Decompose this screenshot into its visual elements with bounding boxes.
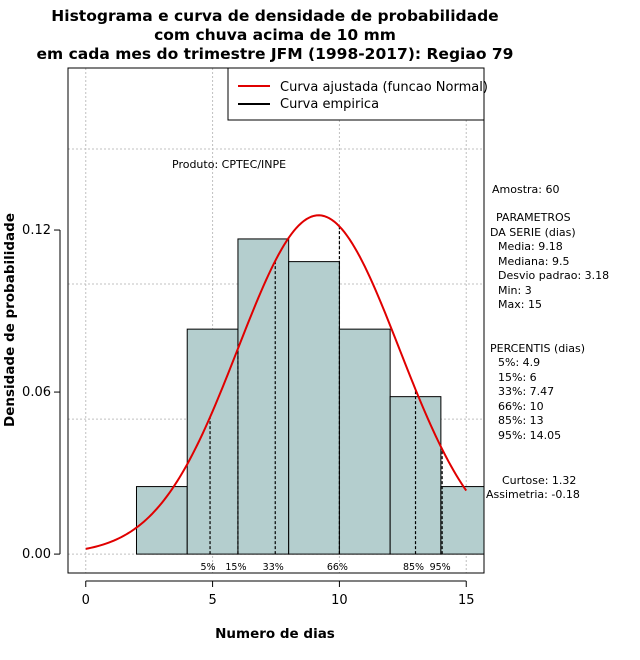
stats-percentil: 5%: 4.9 bbox=[498, 356, 540, 369]
x-axis-title: Numero de dias bbox=[215, 626, 335, 642]
stats-panel: Amostra: 60 PARAMETROS DA SERIE (dias) M… bbox=[486, 183, 609, 501]
percentile-label: 15% bbox=[225, 562, 246, 573]
y-axis-title: Densidade de probabilidade bbox=[2, 213, 18, 427]
histogram-bars bbox=[135, 238, 485, 555]
stats-percentis-header: PERCENTIS (dias) bbox=[490, 342, 585, 355]
y-tick-label: 0.06 bbox=[22, 385, 51, 400]
chart-title-line-1: Histograma e curva de densidade de proba… bbox=[51, 7, 498, 25]
histogram-bar bbox=[186, 328, 239, 555]
histogram-bar bbox=[440, 486, 485, 555]
stats-params-header: DA SERIE (dias) bbox=[490, 226, 576, 239]
stats-param: Max: 15 bbox=[498, 298, 542, 311]
percentile-label: 33% bbox=[263, 562, 284, 573]
percentile-labels: 5% 15% 33% 66% 85% 95% bbox=[201, 562, 451, 573]
stats-param: Desvio padrao: 3.18 bbox=[498, 269, 609, 282]
stats-percentil: 95%: 14.05 bbox=[498, 429, 561, 442]
percentile-lines bbox=[209, 226, 443, 555]
stats-params-header: PARAMETROS bbox=[496, 211, 571, 224]
chart-title-line-2: com chuva acima de 10 mm bbox=[154, 26, 396, 44]
stats-percentil: 33%: 7.47 bbox=[498, 385, 554, 398]
product-label: Produto: CPTEC/INPE bbox=[172, 158, 286, 171]
legend-label-empirical: Curva empirica bbox=[280, 97, 379, 112]
histogram-bar bbox=[389, 396, 442, 555]
y-axis: 0.00 0.06 0.12 bbox=[22, 223, 61, 562]
percentile-label: 5% bbox=[201, 562, 216, 573]
stats-param: Mediana: 9.5 bbox=[498, 255, 569, 268]
chart-title-line-3: em cada mes do trimestre JFM (1998-2017)… bbox=[37, 45, 514, 63]
y-tick-label: 0.00 bbox=[22, 547, 51, 562]
x-tick-label: 0 bbox=[82, 593, 90, 608]
percentile-label: 95% bbox=[430, 562, 451, 573]
normal-curve-line bbox=[85, 214, 468, 550]
x-tick-label: 5 bbox=[208, 593, 216, 608]
stats-kurtosis: Curtose: 1.32 bbox=[502, 474, 576, 487]
stats-param: Media: 9.18 bbox=[498, 240, 563, 253]
normal-curve bbox=[85, 214, 468, 550]
stats-percentil: 85%: 13 bbox=[498, 414, 544, 427]
histogram-bar bbox=[338, 328, 391, 555]
y-tick-label: 0.12 bbox=[22, 223, 51, 238]
x-tick-label: 10 bbox=[331, 593, 348, 608]
stats-percentil: 66%: 10 bbox=[498, 400, 544, 413]
legend-label-normal: Curva ajustada (funcao Normal) bbox=[280, 80, 488, 95]
percentile-label: 66% bbox=[327, 562, 348, 573]
histogram-bar bbox=[237, 238, 290, 555]
legend: Curva ajustada (funcao Normal) Curva emp… bbox=[227, 67, 488, 121]
stats-percentil: 15%: 6 bbox=[498, 371, 537, 384]
percentile-label: 85% bbox=[403, 562, 424, 573]
x-axis: 0 5 10 15 bbox=[82, 580, 475, 608]
stats-sample: Amostra: 60 bbox=[492, 183, 559, 196]
histogram-bar bbox=[288, 261, 340, 555]
x-tick-label: 15 bbox=[458, 593, 475, 608]
legend-box bbox=[227, 67, 485, 121]
stats-skewness: Assimetria: -0.18 bbox=[486, 488, 580, 501]
stats-param: Min: 3 bbox=[498, 284, 532, 297]
